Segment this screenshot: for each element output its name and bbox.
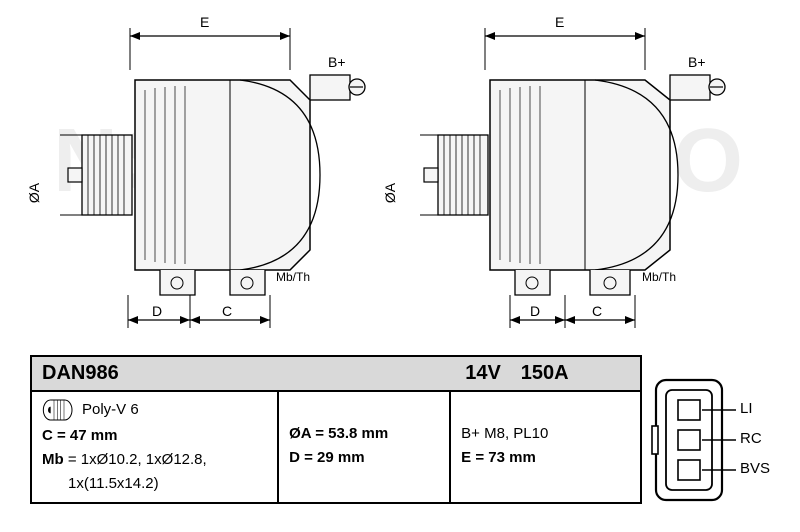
pin-li: LI	[740, 400, 753, 417]
dim-MbTh-right: Mb/Th	[642, 270, 676, 284]
connector-diagram: LI RC BVS	[650, 370, 790, 510]
pin-bvs: BVS	[740, 460, 770, 477]
part-number: DAN986	[32, 357, 380, 390]
spec-col-1: Poly-V 6 C = 47 mm Mb = 1xØ10.2, 1xØ12.8…	[32, 392, 279, 502]
voltage: 14V	[380, 357, 511, 390]
spec-header: DAN986 14V 150A	[32, 357, 640, 392]
pin-rc: RC	[740, 430, 762, 447]
dim-Bplus-left: B+	[328, 54, 346, 70]
spec-body: Poly-V 6 C = 47 mm Mb = 1xØ10.2, 1xØ12.8…	[32, 392, 640, 502]
amperage: 150A	[511, 357, 640, 390]
dim-D-right: D	[530, 303, 540, 319]
dim-MbTh-left: Mb/Th	[276, 270, 310, 284]
spec-table: DAN986 14V 150A Poly-V 6 C = 47 mm Mb = …	[30, 355, 642, 504]
dim-E-value: E = 73 mm	[461, 449, 536, 466]
dim-A-value: ØA = 53.8 mm	[289, 425, 388, 442]
alternator-drawing-left: E B+ ØA D C Mb/Th	[60, 10, 400, 340]
dim-A-left: ØA	[26, 183, 42, 203]
spec-col-2: ØA = 53.8 mm D = 29 mm	[279, 392, 451, 502]
dim-Bplus-right: B+	[688, 54, 706, 70]
dim-C-left: C	[222, 303, 232, 319]
diagram-area: NSO NSO	[0, 0, 800, 350]
spec-col-3: B+ M8, PL10 E = 73 mm	[451, 392, 640, 502]
dim-A-right: ØA	[382, 183, 398, 203]
pulley-icon	[42, 398, 74, 422]
mb-value: = 1xØ10.2, 1xØ12.8,	[64, 451, 207, 468]
alternator-drawing-right: E B+ ØA D C Mb/Th	[420, 10, 760, 340]
dim-D-left: D	[152, 303, 162, 319]
dim-C-right: C	[592, 303, 602, 319]
dim-E-left: E	[200, 14, 209, 30]
mb-line2: 1x(11.5x14.2)	[42, 472, 267, 496]
dim-Bplus-value: B+ M8, PL10	[461, 422, 630, 446]
dim-D-value: D = 29 mm	[289, 449, 364, 466]
dim-C-value: C = 47 mm	[42, 427, 117, 444]
pulley-type: Poly-V 6	[82, 398, 139, 422]
dim-E-right: E	[555, 14, 564, 30]
mb-label: Mb	[42, 451, 64, 468]
